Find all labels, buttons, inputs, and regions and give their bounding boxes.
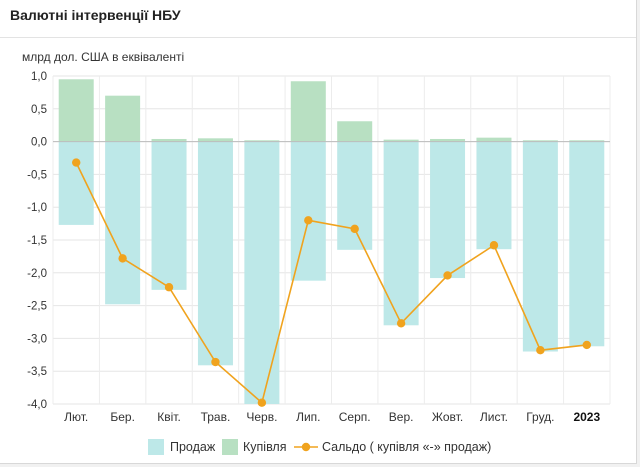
buy-bar[interactable] xyxy=(58,79,94,142)
y-tick-label: -1,0 xyxy=(27,202,47,214)
sell-bars xyxy=(58,141,605,404)
x-tick-label: 2023 xyxy=(573,410,600,424)
balance-point[interactable] xyxy=(396,319,406,328)
x-tick-label: Квіт. xyxy=(157,410,181,424)
balance-point[interactable] xyxy=(582,340,591,350)
y-axis-ticks: 1,0 0,5 0,0 -0,5 -1,0 -1,5 -2,0 -2,5 -3,0 -3,5 -4,… xyxy=(27,71,47,411)
balance-point[interactable] xyxy=(350,224,359,234)
sell-bar[interactable] xyxy=(476,141,512,250)
x-tick-label: Бер. xyxy=(110,410,135,424)
sell-bar[interactable] xyxy=(290,141,326,281)
buy-bar[interactable] xyxy=(105,95,141,142)
page-title: Валютні інтервенції НБУ xyxy=(10,7,181,23)
y-tick-label: 0,0 xyxy=(31,137,47,149)
y-tick-label: -3,0 xyxy=(27,333,47,345)
sell-bar[interactable] xyxy=(430,141,466,279)
x-tick-label: Груд. xyxy=(526,410,554,424)
legend-label-balance[interactable]: Сальдо ( купівля «-» продаж) xyxy=(322,440,491,454)
y-tick-label: -2,5 xyxy=(27,301,47,313)
y-tick-label: -0,5 xyxy=(27,169,47,181)
x-tick-label: Лист. xyxy=(480,410,508,424)
y-tick-label: -2,0 xyxy=(27,268,47,280)
balance-point[interactable] xyxy=(211,357,220,367)
buy-bars xyxy=(58,79,605,142)
chart-subtitle: млрд дол. США в еквіваленті xyxy=(22,50,184,64)
buy-bar[interactable] xyxy=(197,138,233,142)
x-tick-label: Лип. xyxy=(296,410,320,424)
buy-bar[interactable] xyxy=(290,81,326,142)
buy-bar[interactable] xyxy=(430,138,466,142)
legend[interactable]: Продаж Купівля Сальдо ( купівля «-» продаж… xyxy=(148,439,491,455)
balance-point[interactable] xyxy=(118,254,127,263)
balance-point[interactable] xyxy=(72,158,81,167)
y-tick-label: -4,0 xyxy=(27,399,47,411)
x-tick-label: Трав. xyxy=(201,410,231,424)
buy-bar[interactable] xyxy=(476,137,512,142)
sell-bar[interactable] xyxy=(569,141,605,347)
x-tick-label: Жовт. xyxy=(432,410,463,424)
sell-bar[interactable] xyxy=(105,141,141,305)
x-tick-label: Черв. xyxy=(246,410,277,424)
balance-point[interactable] xyxy=(443,271,452,280)
legend-label-sell[interactable]: Продаж xyxy=(170,440,216,454)
buy-bar[interactable] xyxy=(337,121,373,142)
legend-label-buy[interactable]: Купівля xyxy=(243,440,287,454)
y-tick-label: 1,0 xyxy=(31,71,47,83)
buy-bar[interactable] xyxy=(522,140,558,142)
x-tick-label: Серп. xyxy=(339,410,371,424)
buy-bar[interactable] xyxy=(244,140,280,142)
sell-bar[interactable] xyxy=(197,141,233,366)
legend-swatch-balance-dot xyxy=(301,442,311,452)
balance-point[interactable] xyxy=(304,216,313,225)
sell-bar[interactable] xyxy=(337,141,373,250)
grid-lines xyxy=(52,75,611,405)
sell-bar[interactable] xyxy=(151,141,187,290)
y-tick-label: -3,5 xyxy=(27,366,47,378)
buy-bar[interactable] xyxy=(383,139,419,142)
balance-line xyxy=(72,158,591,407)
title-divider xyxy=(0,37,636,38)
y-tick-label: 0,5 xyxy=(31,104,47,116)
y-tick-label: -1,5 xyxy=(27,235,47,247)
balance-point[interactable] xyxy=(536,346,545,355)
buy-bar[interactable] xyxy=(569,140,605,142)
x-axis-ticks: Лют. Бер. Квіт. Трав. Черв. Лип. Серп. Вер. Жовт… xyxy=(64,410,600,424)
buy-bar[interactable] xyxy=(151,138,187,142)
balance-polyline xyxy=(75,162,587,405)
sell-bar[interactable] xyxy=(58,141,94,225)
x-tick-label: Лют. xyxy=(64,410,88,424)
legend-swatch-buy xyxy=(222,439,238,455)
x-tick-label: Вер. xyxy=(389,410,414,424)
balance-point[interactable] xyxy=(489,241,499,250)
balance-point[interactable] xyxy=(257,398,267,407)
sell-bar[interactable] xyxy=(244,141,280,404)
sell-bar[interactable] xyxy=(522,141,558,352)
sell-bar[interactable] xyxy=(383,141,419,326)
balance-point[interactable] xyxy=(164,283,174,292)
legend-swatch-sell xyxy=(148,439,164,455)
